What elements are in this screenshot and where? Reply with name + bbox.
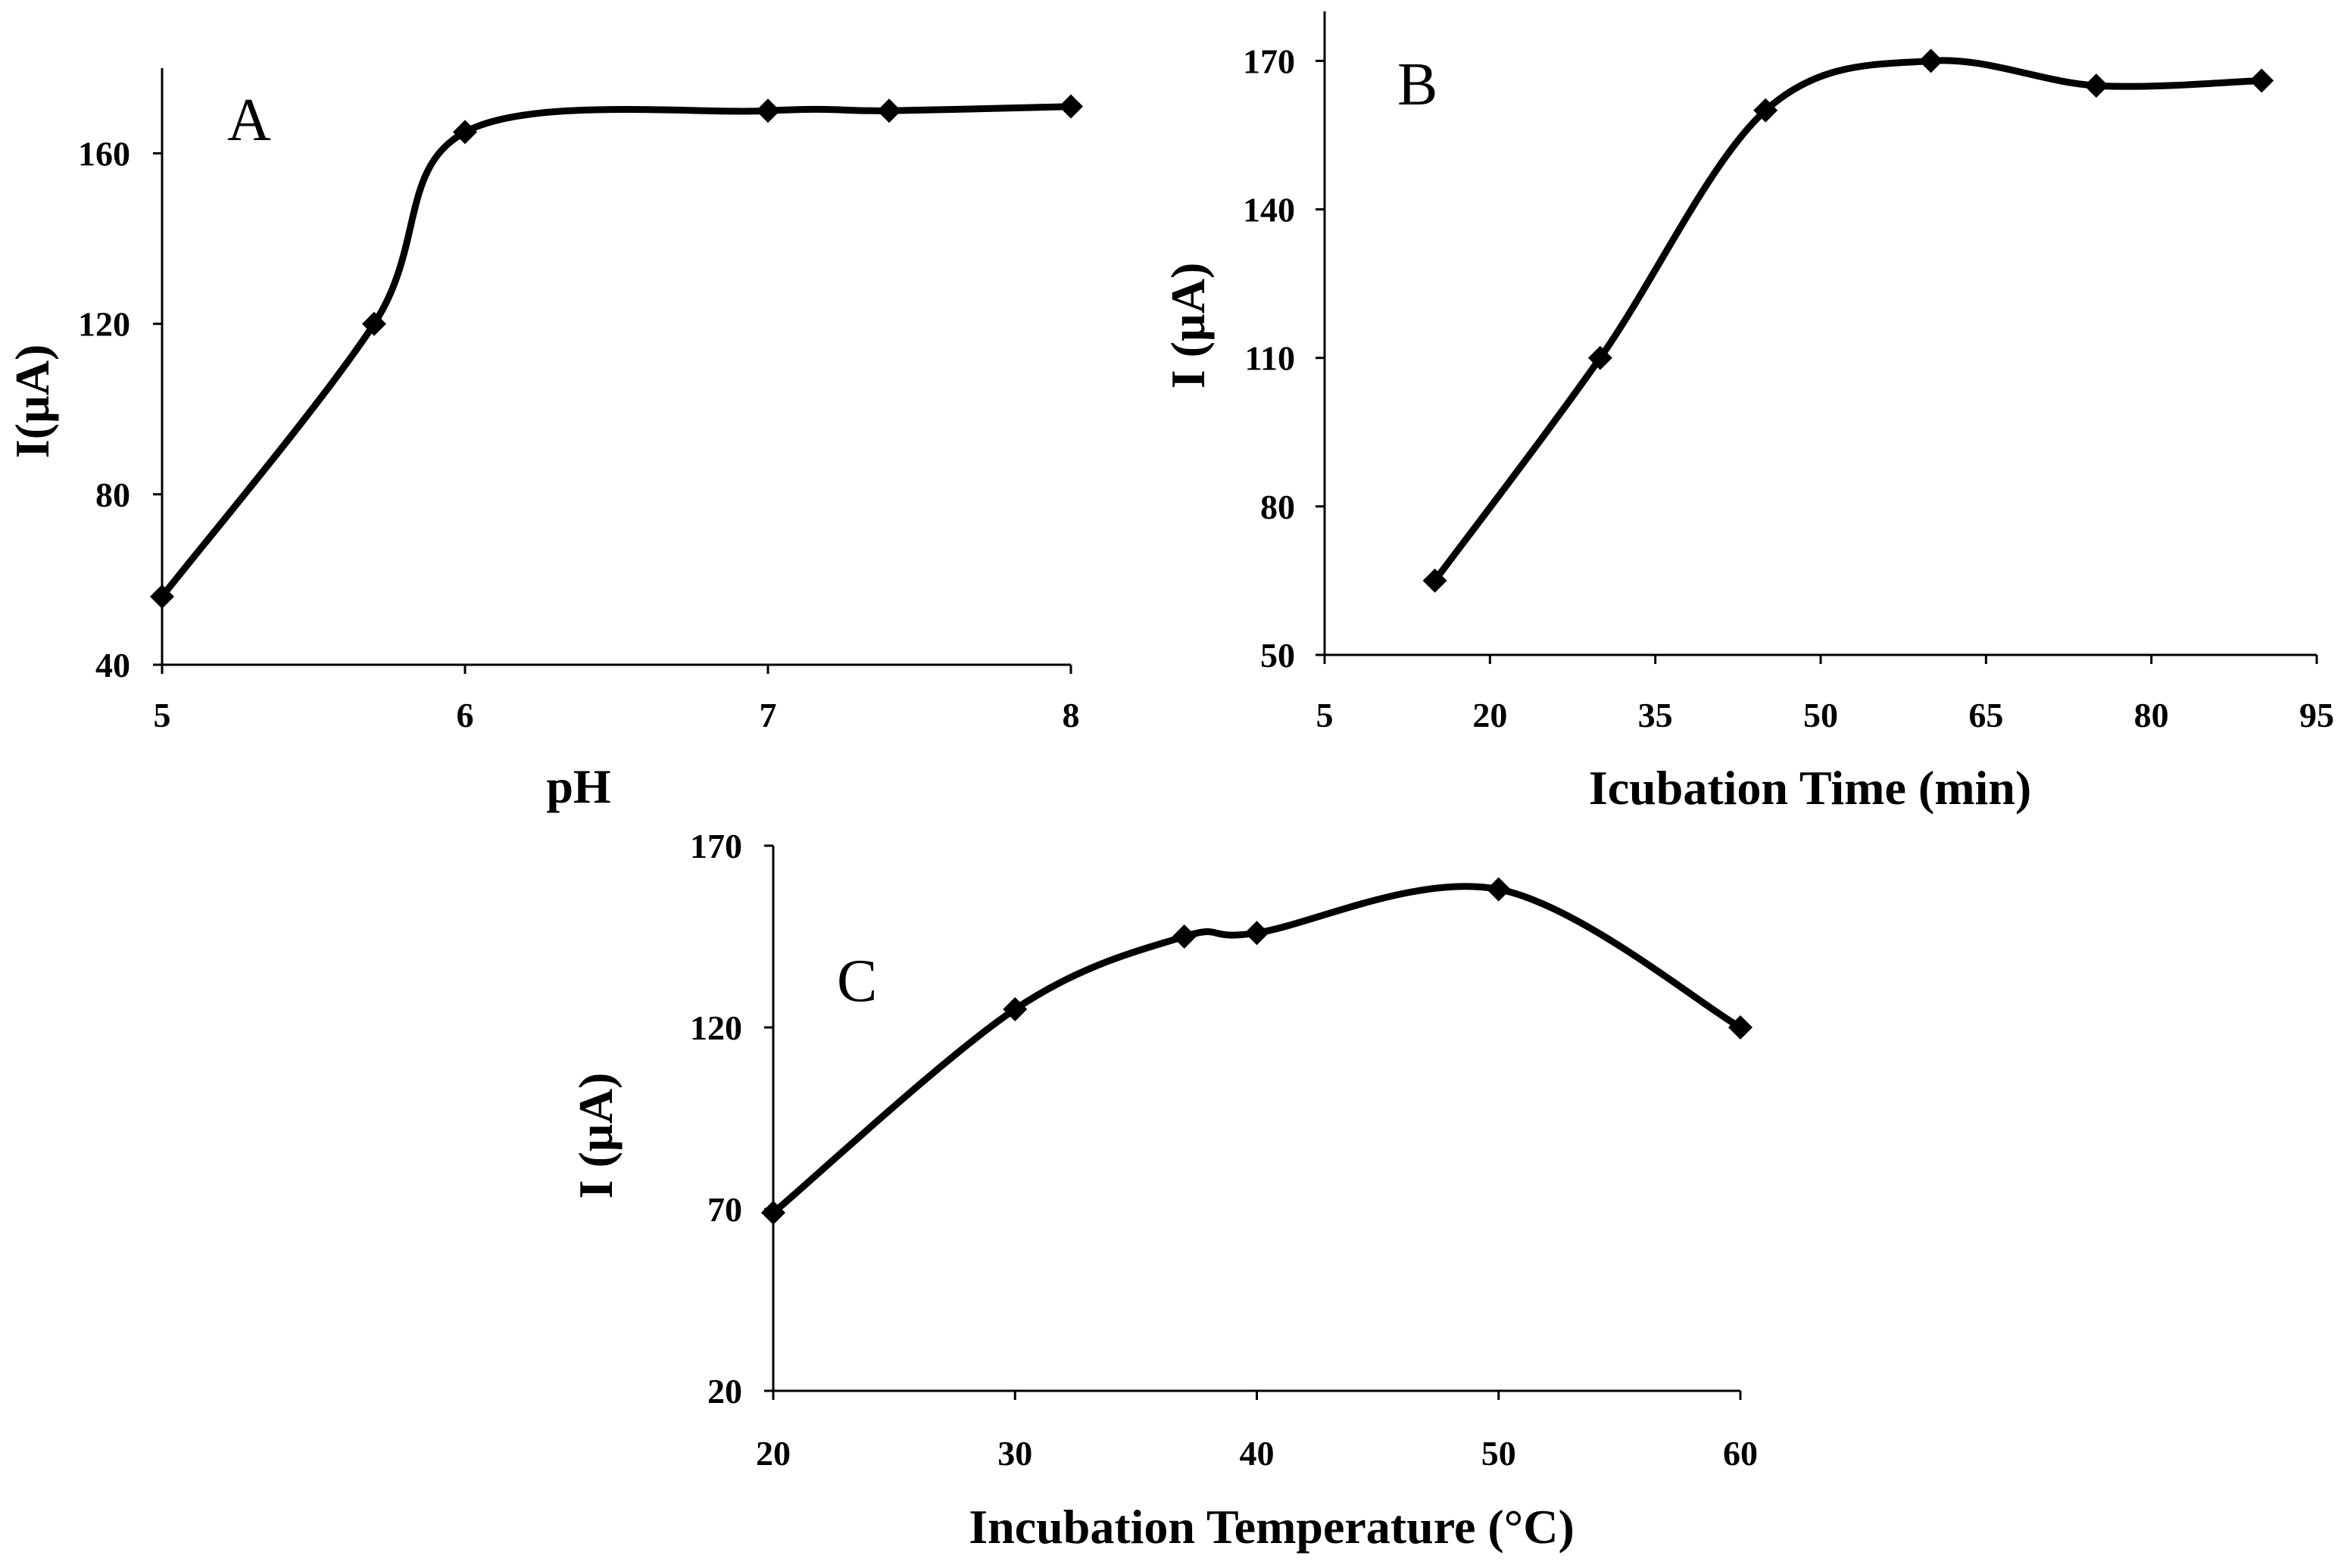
chart-c: 20 30 40 50 60 20 70 120 170 Incubation Temperatu… <box>569 827 1758 1554</box>
data-point <box>362 311 386 336</box>
y-axis-title: I(µA) <box>5 344 59 459</box>
y-axis-title: I (µA) <box>1161 263 1215 389</box>
data-point <box>1486 877 1511 902</box>
x-axis-title: pH <box>546 759 610 813</box>
y-axis-title: I (µA) <box>569 1073 623 1199</box>
y-tick-label: 20 <box>707 1372 742 1411</box>
x-tick-label: 20 <box>756 1434 791 1473</box>
x-tick-label: 5 <box>1316 696 1334 734</box>
x-tick-label: 50 <box>1481 1434 1516 1473</box>
y-tick-label: 80 <box>95 475 130 514</box>
y-tick-label: 170 <box>690 827 742 865</box>
data-point <box>2249 68 2274 93</box>
y-tick-label: 50 <box>1260 636 1295 675</box>
x-tick-label: 7 <box>760 696 777 734</box>
x-tick-label: 35 <box>1638 696 1673 734</box>
x-tick-label: 5 <box>154 696 171 734</box>
data-point <box>2083 73 2108 98</box>
x-tick-label: 50 <box>1803 696 1838 734</box>
y-tick-label: 140 <box>1243 191 1295 229</box>
y-tick-label: 80 <box>1260 488 1295 526</box>
series-line <box>769 883 1744 1217</box>
data-point <box>1918 48 1943 73</box>
x-tick-label: 20 <box>1472 696 1507 734</box>
data-point <box>453 120 477 145</box>
data-point <box>1422 568 1447 593</box>
data-point <box>1244 921 1269 946</box>
data-point <box>1003 997 1028 1021</box>
x-tick-label: 80 <box>2134 696 2169 734</box>
data-point <box>1587 345 1612 370</box>
chart-a: 5 6 7 8 40 80 120 160 pH I(µA) A <box>5 68 1083 813</box>
y-tick-label: 160 <box>78 135 130 173</box>
series-line <box>158 103 1075 600</box>
x-tick-label: 8 <box>1063 696 1080 734</box>
data-point <box>1059 94 1083 119</box>
panel-label: B <box>1397 51 1437 118</box>
x-tick-label: 60 <box>1723 1434 1758 1473</box>
x-axis-title: Icubation Time (min) <box>1589 761 2031 815</box>
data-point <box>761 1200 785 1225</box>
data-point <box>877 98 901 123</box>
data-point <box>1728 1015 1753 1040</box>
y-tick-label: 110 <box>1245 339 1295 378</box>
x-axis-title: Incubation Temperature (°C) <box>969 1500 1575 1554</box>
data-point <box>1753 98 1778 123</box>
panel-label: C <box>837 948 877 1015</box>
x-tick-label: 95 <box>2299 696 2334 734</box>
x-tick-label: 65 <box>1968 696 2003 734</box>
y-tick-label: 40 <box>95 646 130 684</box>
x-tick-label: 30 <box>997 1434 1032 1473</box>
x-tick-label: 6 <box>457 696 474 734</box>
y-tick-label: 70 <box>707 1190 742 1229</box>
panel-label: A <box>227 87 271 154</box>
x-tick-label: 40 <box>1240 1434 1275 1473</box>
y-tick-label: 120 <box>690 1008 742 1047</box>
series-line <box>1431 57 2265 584</box>
y-tick-label: 170 <box>1243 42 1295 80</box>
data-point <box>1172 924 1197 949</box>
data-point <box>150 584 174 609</box>
y-tick-label: 120 <box>78 305 130 344</box>
data-point <box>756 98 780 123</box>
chart-b: 5 20 35 50 65 80 95 50 80 110 140 170 Icubation Time… <box>1161 11 2334 815</box>
